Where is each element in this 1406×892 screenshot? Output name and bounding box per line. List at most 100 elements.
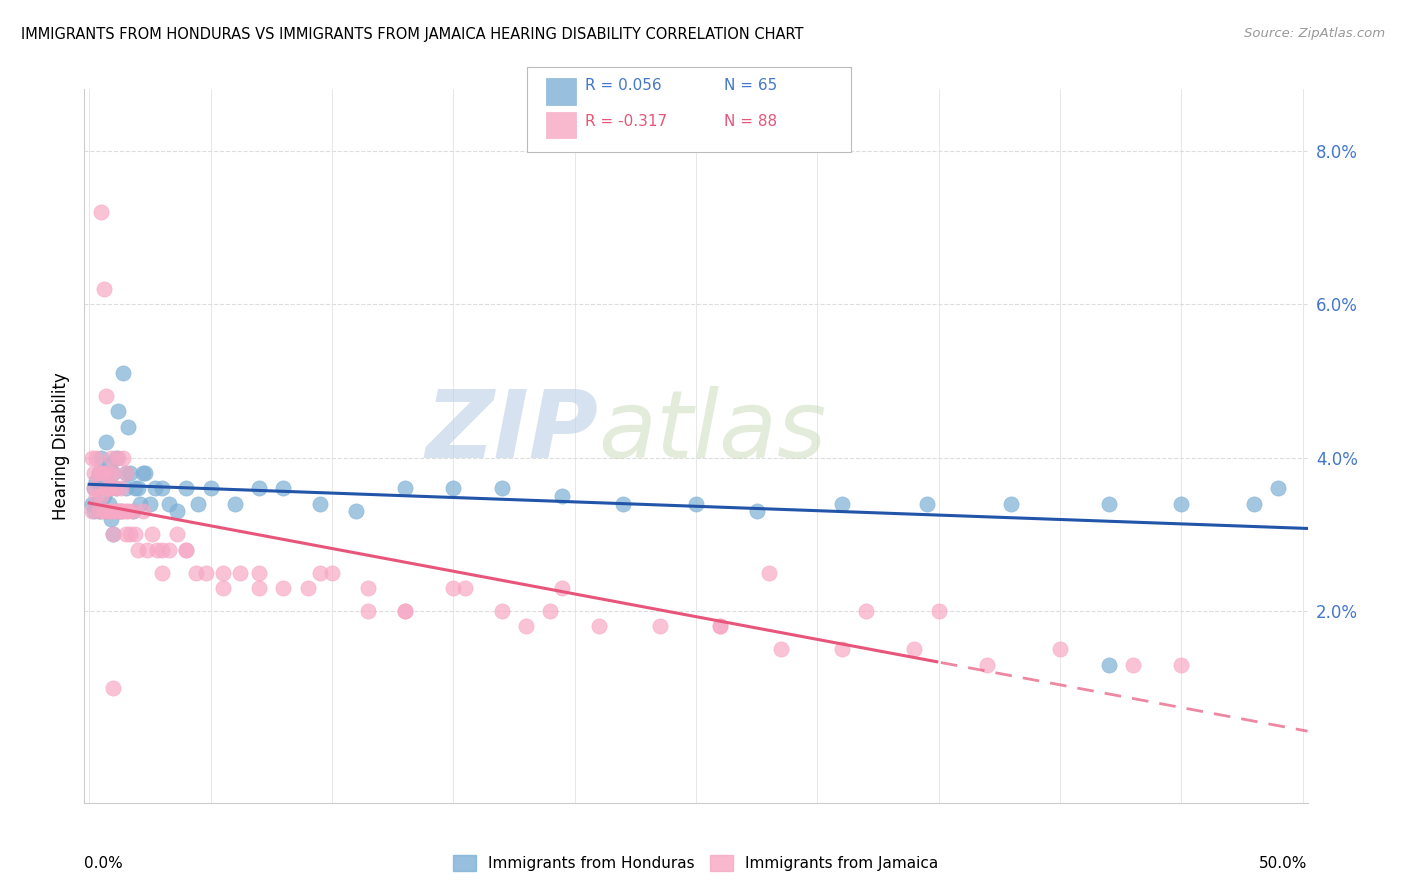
Point (394, 604, 416, 618)
Point (194, 566, 217, 580)
Point (141, 527, 163, 541)
Point (1170, 657, 1192, 672)
Point (224, 497, 246, 511)
Point (1049, 642, 1071, 657)
Point (87, 504, 110, 518)
Point (903, 642, 925, 657)
Point (211, 581, 233, 595)
Point (117, 504, 139, 518)
Point (114, 466, 136, 480)
Text: N = 65: N = 65 (724, 78, 778, 94)
Point (648, 619, 671, 633)
Point (1097, 657, 1119, 672)
Point (131, 466, 153, 480)
Point (176, 481, 198, 495)
Point (344, 504, 367, 518)
Point (96, 504, 118, 518)
Point (134, 466, 156, 480)
Y-axis label: Hearing Disability: Hearing Disability (52, 372, 70, 520)
Point (831, 497, 853, 511)
Point (308, 497, 330, 511)
Point (157, 542, 180, 557)
Point (855, 604, 877, 618)
Point (454, 581, 477, 595)
Point (96, 389, 118, 403)
Point (100, 512, 122, 526)
Point (187, 497, 209, 511)
Point (97, 458, 120, 473)
Text: ZIP: ZIP (425, 385, 598, 478)
Point (394, 481, 416, 495)
Point (247, 566, 270, 580)
Point (90, 489, 112, 503)
Point (112, 504, 135, 518)
Point (176, 542, 198, 557)
Point (90, 504, 112, 518)
Point (107, 450, 129, 465)
Point (709, 619, 731, 633)
Point (122, 504, 145, 518)
Point (110, 504, 132, 518)
Point (976, 657, 998, 672)
Point (709, 619, 731, 633)
Point (87, 466, 110, 480)
Point (80, 504, 103, 518)
Point (166, 527, 188, 541)
Point (107, 504, 129, 518)
Point (93, 282, 115, 296)
Point (86, 489, 108, 503)
Point (136, 542, 159, 557)
Point (551, 489, 574, 503)
Point (1243, 497, 1265, 511)
Point (928, 604, 950, 618)
Point (103, 527, 125, 541)
Point (93, 474, 115, 488)
Point (357, 604, 380, 618)
Point (166, 504, 188, 518)
Point (100, 450, 122, 465)
Point (107, 504, 129, 518)
Point (103, 466, 125, 480)
Point (114, 466, 136, 480)
Point (441, 581, 464, 595)
Point (86, 450, 108, 465)
Point (551, 581, 574, 595)
Text: N = 88: N = 88 (724, 114, 778, 129)
Point (143, 481, 166, 495)
Point (100, 481, 122, 495)
Point (97, 481, 120, 495)
Point (110, 481, 132, 495)
Point (104, 450, 127, 465)
Point (90, 450, 112, 465)
Point (1122, 657, 1144, 672)
Point (97, 504, 120, 518)
Point (104, 481, 127, 495)
Point (1267, 481, 1289, 495)
Text: R = 0.056: R = 0.056 (585, 78, 661, 94)
Point (80, 497, 103, 511)
Point (86, 497, 108, 511)
Point (124, 527, 146, 541)
Point (1170, 497, 1192, 511)
Point (83, 504, 105, 518)
Point (247, 581, 270, 595)
Point (394, 604, 416, 618)
Point (1000, 497, 1022, 511)
Text: 0.0%: 0.0% (84, 856, 124, 871)
Point (96, 504, 118, 518)
Point (297, 581, 319, 595)
Point (321, 566, 343, 580)
Point (146, 542, 169, 557)
Point (86, 474, 108, 488)
Point (103, 466, 125, 480)
Point (100, 504, 122, 518)
Point (90, 466, 112, 480)
Point (441, 481, 464, 495)
Point (588, 619, 610, 633)
Point (90, 205, 112, 219)
Point (157, 497, 180, 511)
Point (100, 481, 122, 495)
Point (685, 497, 707, 511)
Point (83, 481, 105, 495)
Point (93, 466, 115, 480)
